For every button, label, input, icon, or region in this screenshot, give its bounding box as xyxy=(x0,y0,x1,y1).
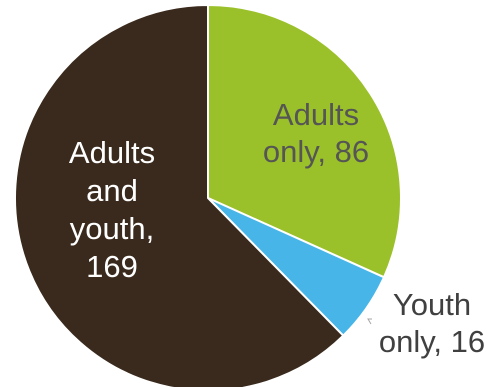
slices-layer xyxy=(14,4,402,387)
slice-label-line: Youth xyxy=(393,287,471,322)
pie-slice-1 xyxy=(207,4,402,279)
slice-label-line: Adults xyxy=(273,97,359,132)
leader-line-2 xyxy=(367,318,372,325)
slice-label-line: 169 xyxy=(86,249,138,284)
slice-label-2: Youth only, 16 xyxy=(379,287,485,359)
slice-label-line: and xyxy=(86,173,138,208)
slice-label-1: Adults only, 86 xyxy=(263,97,369,169)
slice-label-line: youth, xyxy=(70,211,154,246)
leader-lines-layer xyxy=(367,318,372,325)
slice-label-line: Adults xyxy=(69,135,155,170)
slice-label-3: Adults and youth, 169 xyxy=(69,135,155,284)
slice-label-line: only, 86 xyxy=(263,134,369,169)
slice-label-line: only, 16 xyxy=(379,324,485,359)
